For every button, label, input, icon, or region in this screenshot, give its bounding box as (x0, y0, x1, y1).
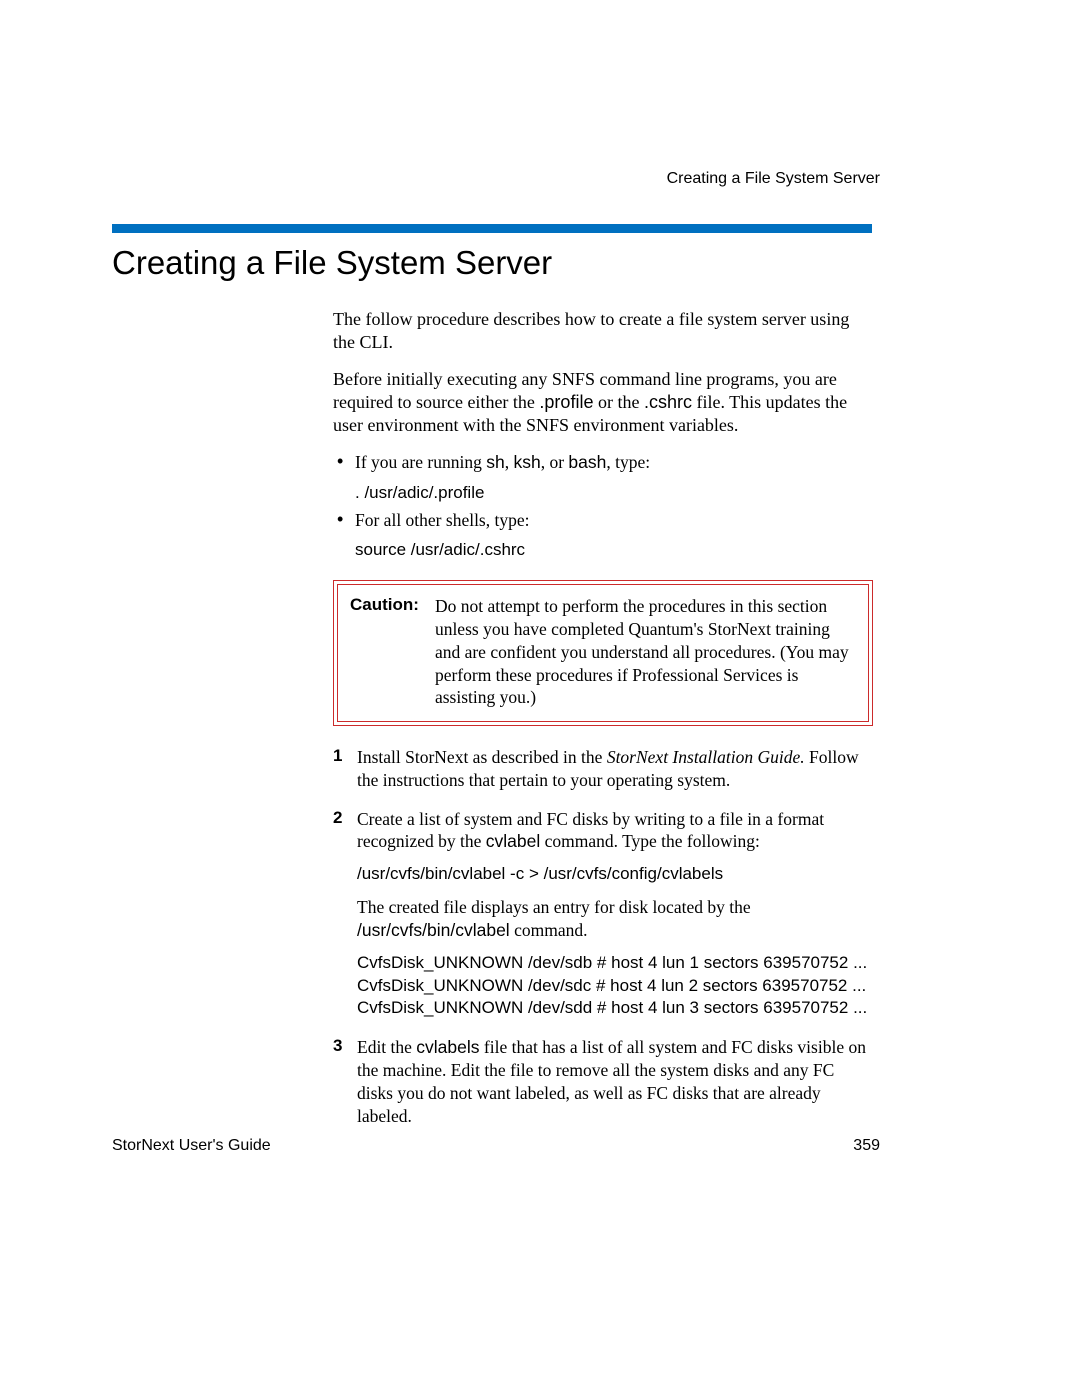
list-item: If you are running sh, ksh, or bash, typ… (333, 451, 873, 503)
text-run: The created file displays an entry for d… (357, 897, 751, 917)
caution-box: Caution: Do not attempt to perform the p… (333, 580, 873, 726)
text-run: If you are running (355, 452, 486, 472)
list-item: For all other shells, type: source /usr/… (333, 509, 873, 561)
command-line: . /usr/adic/.profile (355, 483, 873, 503)
text-run: or the (593, 392, 643, 412)
command-line: source /usr/adic/.cshrc (355, 540, 873, 560)
text-run: , type: (606, 452, 650, 472)
step-item: Edit the cvlabels file that has a list o… (333, 1036, 873, 1127)
text-run: command. (510, 920, 588, 940)
text-run: , or (541, 452, 569, 472)
step-text: Create a list of system and FC disks by … (357, 808, 873, 854)
code-inline: /usr/cvfs/bin/cvlabel (357, 920, 510, 940)
text-run: Install StorNext as described in the (357, 747, 607, 767)
caution-text: Do not attempt to perform the procedures… (435, 595, 856, 709)
code-inline: sh (486, 452, 504, 472)
code-inline: bash (568, 452, 606, 472)
code-inline: .profile (539, 392, 593, 412)
bullet-list: If you are running sh, ksh, or bash, typ… (333, 451, 873, 560)
code-inline: .cshrc (644, 392, 692, 412)
code-inline: cvlabels (416, 1037, 479, 1057)
step-item: Install StorNext as described in the Sto… (333, 746, 873, 792)
step-text: Install StorNext as described in the Sto… (357, 746, 873, 792)
bullet-text: If you are running sh, ksh, or bash, typ… (355, 451, 873, 475)
caution-inner: Caution: Do not attempt to perform the p… (337, 584, 869, 722)
bullet-text: For all other shells, type: (355, 509, 873, 533)
code-inline: cvlabel (486, 831, 540, 851)
step-item: Create a list of system and FC disks by … (333, 808, 873, 1021)
step-text: Edit the cvlabels file that has a list o… (357, 1036, 873, 1127)
section-rule (112, 224, 872, 233)
intro-paragraph-1: The follow procedure describes how to cr… (333, 308, 873, 354)
page-number: 359 (853, 1137, 880, 1155)
body-column: The follow procedure describes how to cr… (333, 308, 873, 1143)
numbered-steps: Install StorNext as described in the Sto… (333, 746, 873, 1127)
text-run: command. Type the following: (540, 831, 760, 851)
code-inline: ksh (513, 452, 540, 472)
page: Creating a File System Server Creating a… (0, 0, 1080, 1397)
step-text: The created file displays an entry for d… (357, 896, 873, 942)
footer-guide-title: StorNext User's Guide (112, 1137, 271, 1155)
italic-title: StorNext Installation Guide. (607, 747, 805, 767)
running-head: Creating a File System Server (667, 170, 880, 188)
output-line: CvfsDisk_UNKNOWN /dev/sdd # host 4 lun 3… (357, 997, 873, 1020)
output-line: CvfsDisk_UNKNOWN /dev/sdb # host 4 lun 1… (357, 952, 873, 975)
section-title: Creating a File System Server (112, 244, 552, 282)
command-line: /usr/cvfs/bin/cvlabel -c > /usr/cvfs/con… (357, 863, 873, 886)
text-run: Edit the (357, 1037, 416, 1057)
output-line: CvfsDisk_UNKNOWN /dev/sdc # host 4 lun 2… (357, 975, 873, 998)
caution-label: Caution: (350, 595, 435, 709)
intro-paragraph-2: Before initially executing any SNFS comm… (333, 368, 873, 437)
